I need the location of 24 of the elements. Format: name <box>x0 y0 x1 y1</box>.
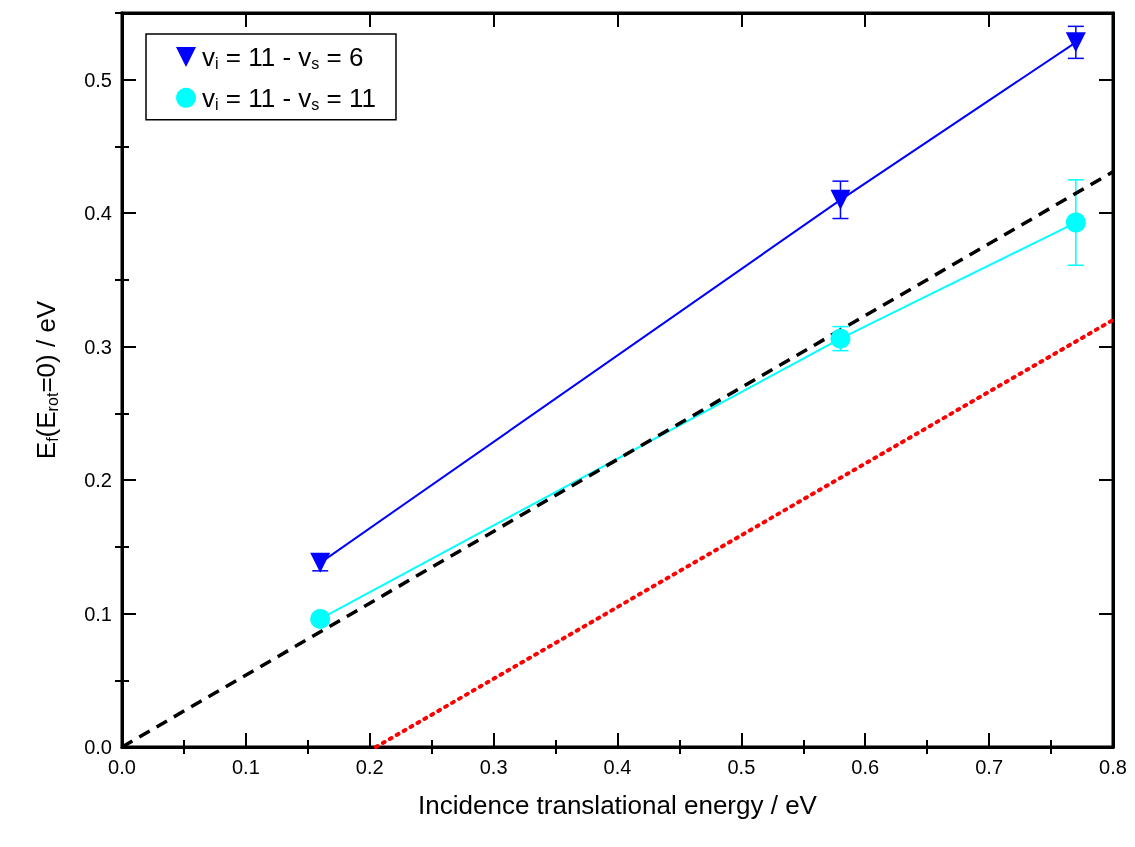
y-tick-label: 0.4 <box>84 202 112 225</box>
x-tick-label: 0.7 <box>975 756 1004 778</box>
point <box>830 189 851 210</box>
y-tick-label: 0.2 <box>84 469 112 492</box>
point <box>310 552 331 573</box>
x-tick-label: 0.4 <box>603 756 632 778</box>
x-tick-label: 0.0 <box>108 756 136 778</box>
x-tick-label: 0.1 <box>231 756 260 778</box>
legend-label: vi = 11 - vs = 11 <box>202 82 376 113</box>
x-axis-title: Incidence translational energy / eV <box>418 790 818 820</box>
y-axis-title: Ef(Erot=0) / eV <box>31 300 62 460</box>
x-tick-label: 0.3 <box>479 756 508 778</box>
point <box>1065 212 1086 233</box>
x-tick-label: 0.5 <box>727 756 756 778</box>
y-tick-label: 0.1 <box>84 602 112 625</box>
y-tick-label: 0.0 <box>84 736 112 758</box>
point <box>1065 32 1086 53</box>
x-tick-label: 0.8 <box>1099 756 1127 778</box>
legend-label: vi = 11 - vs = 6 <box>202 42 364 72</box>
y-tick-label: 0.5 <box>84 68 112 91</box>
y-tick-label: 0.3 <box>84 335 112 358</box>
x-tick-label: 0.6 <box>851 756 880 778</box>
point <box>310 608 331 629</box>
x-tick-label: 0.2 <box>355 756 384 778</box>
